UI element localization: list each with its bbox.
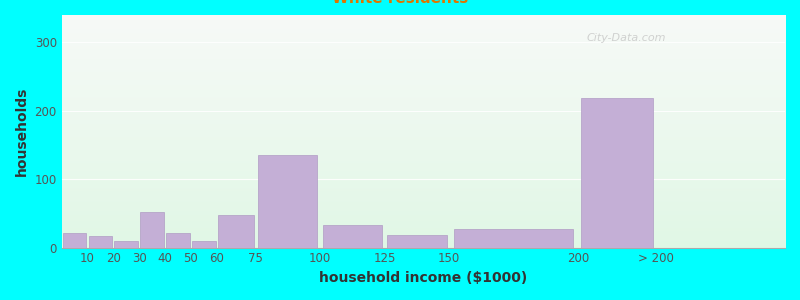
Text: City-Data.com: City-Data.com — [586, 33, 666, 43]
Bar — [192, 241, 216, 248]
Bar — [322, 225, 382, 248]
Bar — [166, 232, 190, 247]
Bar — [89, 236, 112, 248]
Bar — [582, 98, 653, 248]
Bar — [218, 215, 254, 247]
Bar — [62, 232, 86, 247]
Y-axis label: households: households — [15, 87, 29, 176]
X-axis label: household income ($1000): household income ($1000) — [319, 271, 527, 285]
Bar — [387, 235, 446, 248]
Bar — [114, 241, 138, 248]
Text: White residents: White residents — [332, 0, 468, 6]
Bar — [140, 212, 164, 248]
Bar — [454, 229, 573, 248]
Bar — [258, 155, 318, 247]
